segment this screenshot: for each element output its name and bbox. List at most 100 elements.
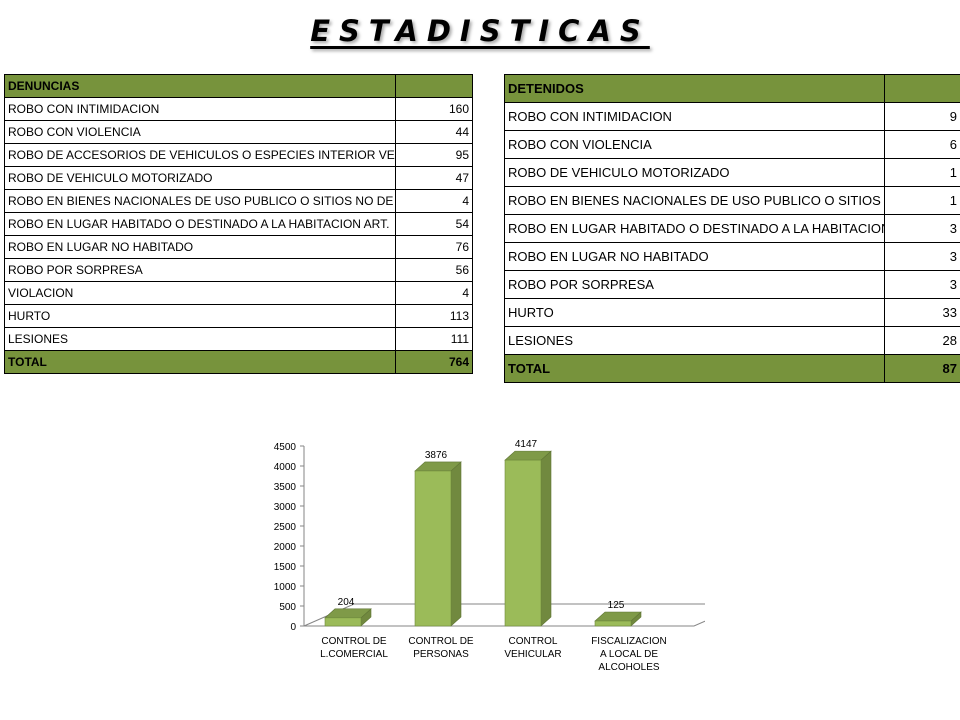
y-tick-label: 0 <box>290 622 296 633</box>
row-label: LESIONES <box>504 326 885 355</box>
table-row: HURTO 33 <box>504 298 960 327</box>
row-value: 87 <box>884 354 960 383</box>
controles-bar-chart: 0 500 1000 1500 2000 2500 3000 3500 4000 4500 204 3… <box>274 439 705 673</box>
row-label: ROBO EN LUGAR HABITADO O DESTINADO A LA … <box>4 212 396 236</box>
y-tick-label: 1500 <box>274 562 297 573</box>
row-label: ROBO DE VEHICULO MOTORIZADO <box>504 158 885 187</box>
row-label: ROBO EN LUGAR NO HABITADO <box>504 242 885 271</box>
data-label: 4147 <box>515 439 538 450</box>
row-label: ROBO DE ACCESORIOS DE VEHICULOS O ESPECI… <box>4 143 396 167</box>
row-value: 28 <box>884 326 960 355</box>
row-label: ROBO EN LUGAR HABITADO O DESTINADO A LA … <box>504 214 885 243</box>
table-row: ROBO EN BIENES NACIONALES DE USO PUBLICO… <box>504 186 960 215</box>
row-value: 54 <box>395 212 473 236</box>
table-row: VIOLACION 4 <box>4 281 473 305</box>
page-title: ESTADISTICAS <box>310 14 650 48</box>
row-value: 160 <box>395 97 473 121</box>
row-value <box>884 74 960 103</box>
row-label: TOTAL <box>504 354 885 383</box>
row-value: 111 <box>395 327 473 351</box>
table-row: LESIONES 28 <box>504 326 960 355</box>
row-value: 47 <box>395 166 473 190</box>
bar-side <box>450 461 462 627</box>
row-value: 764 <box>395 350 473 374</box>
bar <box>594 620 632 627</box>
row-value: 1 <box>884 158 960 187</box>
x-category-label: FISCALIZACION A LOCAL DE ALCOHOLES <box>591 636 667 673</box>
row-label: HURTO <box>4 304 396 328</box>
row-value: 9 <box>884 102 960 131</box>
table-header-row: DENUNCIAS <box>4 74 473 98</box>
table-row: ROBO EN BIENES NACIONALES DE USO PUBLICO… <box>4 189 473 213</box>
y-tick-label: 2500 <box>274 522 297 533</box>
row-label: ROBO EN BIENES NACIONALES DE USO PUBLICO… <box>504 186 885 215</box>
table-row: ROBO POR SORPRESA 56 <box>4 258 473 282</box>
bar-side <box>540 450 552 627</box>
data-label: 125 <box>608 600 625 611</box>
row-value: 44 <box>395 120 473 144</box>
x-category-label: CONTROL DE PERSONAS <box>408 636 474 660</box>
row-value: 6 <box>884 130 960 159</box>
row-value: 113 <box>395 304 473 328</box>
row-label: ROBO DE VEHICULO MOTORIZADO <box>4 166 396 190</box>
row-value: 56 <box>395 258 473 282</box>
y-tick-label: 500 <box>279 602 296 613</box>
table-row: ROBO EN LUGAR NO HABITADO 3 <box>504 242 960 271</box>
row-value: 95 <box>395 143 473 167</box>
row-label: ROBO POR SORPRESA <box>4 258 396 282</box>
data-label: 204 <box>338 597 355 608</box>
table-row: ROBO DE ACCESORIOS DE VEHICULOS O ESPECI… <box>4 143 473 167</box>
detenidos-table: DETENIDOS ROBO CON INTIMIDACION 9 ROBO CON … <box>504 74 960 383</box>
x-category-label: CONTROL VEHICULAR <box>504 636 561 660</box>
bar <box>414 470 452 627</box>
y-tick-label: 3000 <box>274 502 297 513</box>
row-value: 1 <box>884 186 960 215</box>
row-label: LESIONES <box>4 327 396 351</box>
table-header-row: DETENIDOS <box>504 74 960 103</box>
table-row: HURTO 113 <box>4 304 473 328</box>
table-row: ROBO CON INTIMIDACION 160 <box>4 97 473 121</box>
row-value: 4 <box>395 189 473 213</box>
bar <box>504 459 542 627</box>
row-label: DETENIDOS <box>504 74 885 103</box>
y-tick-label: 1000 <box>274 582 297 593</box>
row-label: ROBO CON INTIMIDACION <box>4 97 396 121</box>
denuncias-table: DENUNCIAS ROBO CON INTIMIDACION 160 ROBO CO… <box>4 74 473 374</box>
row-label: TOTAL <box>4 350 396 374</box>
y-tick-label: 4000 <box>274 462 297 473</box>
table-row: ROBO DE VEHICULO MOTORIZADO 47 <box>4 166 473 190</box>
row-value: 4 <box>395 281 473 305</box>
y-tick-label: 2000 <box>274 542 297 553</box>
table-row: ROBO CON INTIMIDACION 9 <box>504 102 960 131</box>
row-label: ROBO CON INTIMIDACION <box>504 102 885 131</box>
y-tick-label: 3500 <box>274 482 297 493</box>
table-row: ROBO EN LUGAR HABITADO O DESTINADO A LA … <box>4 212 473 236</box>
bar <box>324 617 362 627</box>
table-row: ROBO CON VIOLENCIA 44 <box>4 120 473 144</box>
data-label: 3876 <box>425 450 448 461</box>
row-value: 3 <box>884 270 960 299</box>
row-value: 76 <box>395 235 473 259</box>
row-label: DENUNCIAS <box>4 74 396 98</box>
row-value <box>395 74 473 98</box>
x-category-label: CONTROL DE L.COMERCIAL <box>320 636 388 660</box>
table-row: ROBO EN LUGAR NO HABITADO 76 <box>4 235 473 259</box>
row-label: ROBO CON VIOLENCIA <box>4 120 396 144</box>
row-value: 33 <box>884 298 960 327</box>
row-label: VIOLACION <box>4 281 396 305</box>
row-label: ROBO POR SORPRESA <box>504 270 885 299</box>
row-value: 3 <box>884 242 960 271</box>
table-total-row: TOTAL 87 <box>504 354 960 383</box>
table-row: ROBO EN LUGAR HABITADO O DESTINADO A LA … <box>504 214 960 243</box>
row-label: ROBO CON VIOLENCIA <box>504 130 885 159</box>
table-row: ROBO DE VEHICULO MOTORIZADO 1 <box>504 158 960 187</box>
row-label: ROBO EN BIENES NACIONALES DE USO PUBLICO… <box>4 189 396 213</box>
table-total-row: TOTAL 764 <box>4 350 473 374</box>
table-row: ROBO POR SORPRESA 3 <box>504 270 960 299</box>
table-row: ROBO CON VIOLENCIA 6 <box>504 130 960 159</box>
row-label: HURTO <box>504 298 885 327</box>
y-tick-label: 4500 <box>274 442 297 453</box>
row-value: 3 <box>884 214 960 243</box>
table-row: LESIONES 111 <box>4 327 473 351</box>
row-label: ROBO EN LUGAR NO HABITADO <box>4 235 396 259</box>
